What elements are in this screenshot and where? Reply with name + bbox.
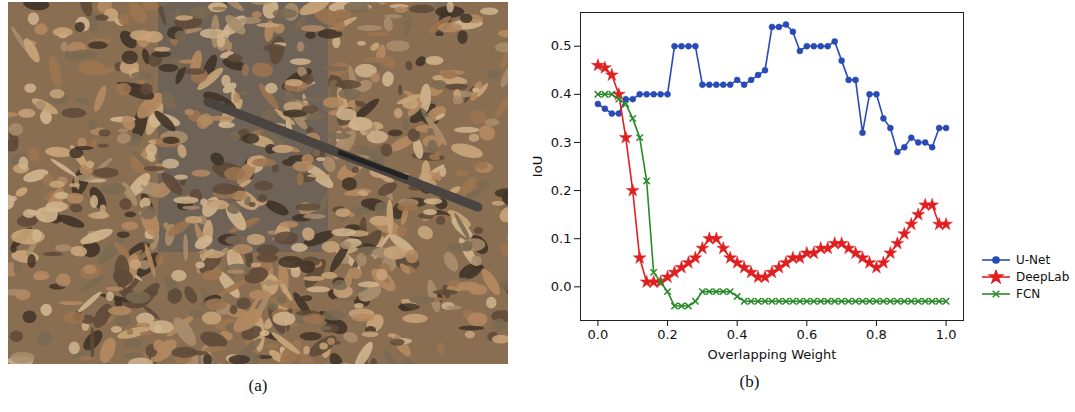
svg-text:0.0: 0.0 — [588, 327, 609, 342]
html-text:(b): (b) — [739, 372, 760, 391]
svg-text:Overlapping Weight: Overlapping Weight — [708, 347, 837, 362]
html-text:(a): (a) — [248, 376, 268, 395]
svg-text:0.2: 0.2 — [657, 327, 678, 342]
svg-text:0.4: 0.4 — [551, 86, 572, 101]
svg-text:0.1: 0.1 — [551, 231, 572, 246]
html-text:U-Net: U-Net — [1016, 253, 1051, 267]
svg-text:IoU: IoU — [530, 156, 545, 177]
svg-text:0.3: 0.3 — [551, 135, 572, 150]
html-text:DeepLab: DeepLab — [1016, 270, 1070, 284]
html-text:FCN: FCN — [1016, 287, 1041, 301]
svg-text:0.2: 0.2 — [551, 183, 572, 198]
svg-text:0.5: 0.5 — [551, 38, 572, 53]
svg-text:0.6: 0.6 — [796, 327, 817, 342]
svg-text:0.0: 0.0 — [551, 279, 572, 294]
svg-text:0.8: 0.8 — [866, 327, 887, 342]
svg-text:1.0: 1.0 — [936, 327, 957, 342]
svg-text:0.4: 0.4 — [727, 327, 748, 342]
